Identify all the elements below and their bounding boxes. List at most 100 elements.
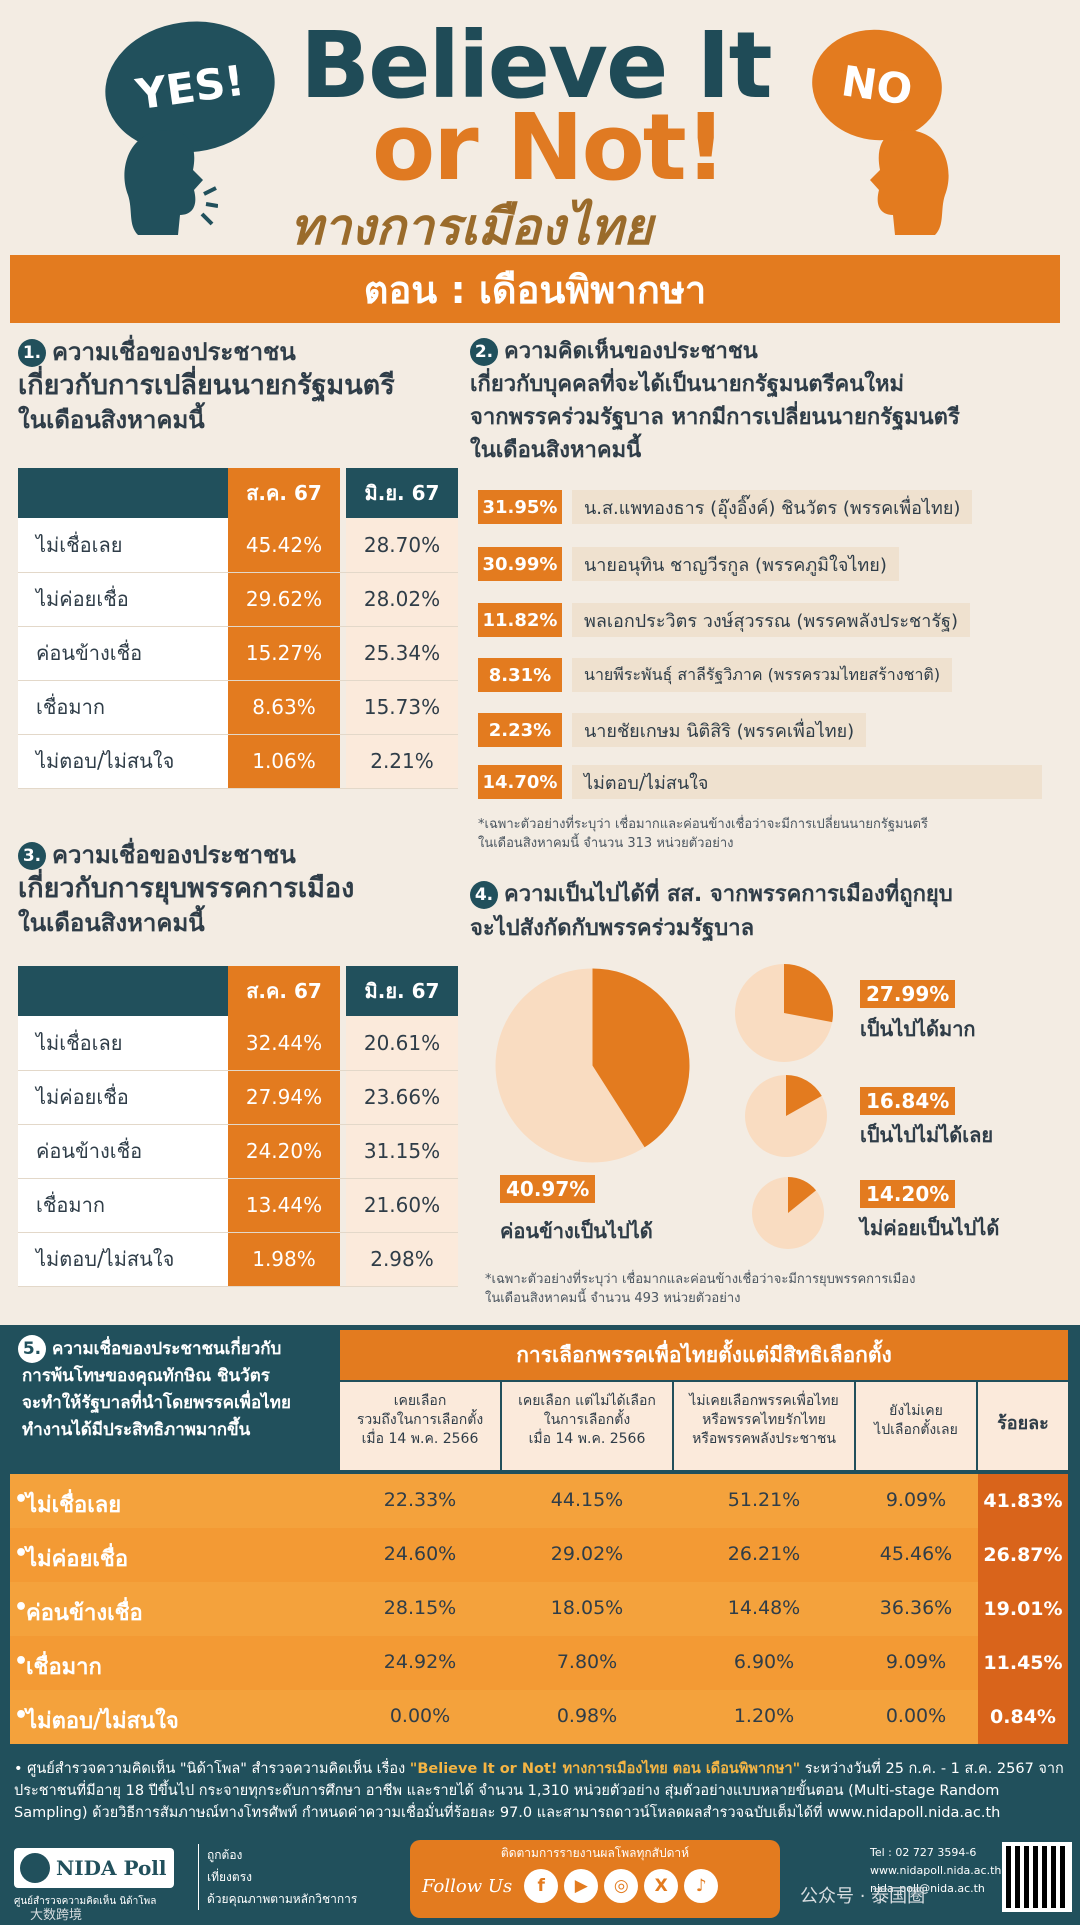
s5-title-line4: ทำงานได้มีประสิทธิภาพมากขึ้น: [22, 1420, 251, 1440]
cell-value: 9.09%: [885, 1489, 947, 1511]
cell-value: 6.90%: [733, 1651, 795, 1673]
row-label: ค่อนข้างเชื่อ: [26, 1601, 143, 1626]
pie-slice-main: [592, 968, 690, 1148]
tag-line: เที่ยงตรง: [207, 1870, 252, 1884]
cell-value: 24.92%: [383, 1651, 457, 1673]
nida-logo: NIDA Poll: [14, 1848, 174, 1888]
cell-value: 7.80%: [556, 1651, 618, 1673]
episode-banner: ตอน : เดือนพิพากษา: [10, 255, 1060, 323]
cell-value: 51.21%: [727, 1489, 801, 1511]
candidate-item: 14.70% ไม่ตอบ/ไม่สนใจ: [478, 765, 1042, 799]
col-text: ยังไม่เคย: [889, 1403, 943, 1419]
pie-slice-small: [788, 1177, 817, 1213]
row-label: ไม่ค่อยเชื่อ: [18, 1070, 228, 1125]
cell-value: 22.33%: [383, 1489, 457, 1511]
s4-title: 4. ความเป็นไปได้ที่ สส. จากพรรคการเมืองที…: [470, 878, 953, 946]
s2-title-line2: เกี่ยวกับบุคคลที่จะได้เป็นนายกรัฐมนตรีคน…: [470, 372, 905, 397]
s5-title-line1: ความเชื่อของประชาชนเกี่ยวกับ: [52, 1339, 282, 1359]
s3-col-aug: ส.ค. 67: [228, 966, 340, 1016]
s5-number: 5.: [18, 1335, 46, 1363]
candidate-name: พลเอกประวิตร วงษ์สุวรรณ (พรรคพลังประชารั…: [572, 603, 970, 637]
row-pct: 26.87%: [978, 1528, 1068, 1582]
follow-caption: ติดตามการรายงานผลโพลทุกสัปดาห์: [500, 1846, 690, 1860]
candidate-name: นายชัยเกษม นิติสิริ (พรรคเพื่อไทย): [572, 713, 867, 747]
s4-item-pct: 27.99%: [860, 980, 956, 1008]
table-row: ค่อนข้างเชื่อ 24.20% 31.15%: [18, 1124, 458, 1179]
cell-value: 18.05%: [550, 1597, 624, 1619]
jun-value: 20.61%: [346, 1016, 458, 1071]
aug-value: 8.63%: [228, 680, 340, 735]
tag-line: ถูกต้อง: [207, 1848, 243, 1862]
aug-value: 27.94%: [228, 1070, 340, 1125]
nida-seal-icon: [20, 1853, 50, 1883]
jun-value: 21.60%: [346, 1178, 458, 1233]
candidate-pct: 31.95%: [478, 490, 562, 524]
s5-col-4: ยังไม่เคยไปเลือกตั้งเลย: [856, 1382, 976, 1470]
cell-value: 36.36%: [879, 1597, 953, 1619]
s3-table: ส.ค. 67 มิ.ย. 67 ไม่เชื่อเลย 32.44% 20.61% …: [18, 966, 458, 1287]
table-row: [10, 1582, 1068, 1636]
table-row: เชื่อมาก 8.63% 15.73%: [18, 680, 458, 735]
subtitle: ทางการเมืองไทย: [290, 198, 653, 256]
s1-title-line2: เกี่ยวกับการเปลี่ยนนายกรัฐมนตรี: [18, 370, 395, 401]
tiktok-icon[interactable]: ♪: [684, 1869, 719, 1903]
jun-value: 28.02%: [346, 572, 458, 627]
s5-title-line3: จะทำให้รัฐบาลที่นำโดยพรรคเพื่อไทย: [22, 1393, 291, 1413]
bullet-icon: •: [14, 1703, 29, 1728]
s2-note: *เฉพาะตัวอย่างที่ระบุว่า เชื่อมากและค่อน…: [478, 815, 928, 853]
s1-title-line3: ในเดือนสิงหาคมนี้: [18, 406, 205, 434]
s4-item-label: เป็นไปไม่ได้เลย: [860, 1123, 994, 1147]
note-rest: ระหว่างวันที่ 25 ก.ค. - 1 ส.ค. 2567 จากป…: [14, 1761, 1064, 1821]
cell-value: 9.09%: [885, 1651, 947, 1673]
col-text: ไม่เคยเลือกพรรคเพื่อไทย: [689, 1393, 839, 1409]
aug-value: 13.44%: [228, 1178, 340, 1233]
shouting-face-left-icon: [124, 130, 218, 235]
contact-email[interactable]: nida_poll@nida.ac.th: [870, 1882, 985, 1895]
table-row: ไม่ตอบ/ไม่สนใจ 1.06% 2.21%: [18, 734, 458, 789]
table-row: [10, 1528, 1068, 1582]
shouting-face-right-icon: [870, 130, 949, 235]
candidate-pct: 11.82%: [478, 603, 562, 637]
no-text: NO: [838, 55, 916, 115]
yes-text: YES!: [132, 55, 248, 119]
instagram-icon[interactable]: ◎: [604, 1869, 639, 1903]
s4-item-pct: 14.20%: [860, 1180, 956, 1208]
s4-pie-small-1: [735, 964, 834, 1062]
col-text: ในการเลือกตั้ง: [543, 1412, 631, 1428]
s4-note: *เฉพาะตัวอย่างที่ระบุว่า เชื่อมากและค่อน…: [485, 1270, 915, 1308]
note-title: "Believe It or Not! ทางการเมืองไทย ตอน เ…: [409, 1761, 801, 1777]
facebook-icon[interactable]: f: [524, 1869, 559, 1903]
follow-us: Follow Us: [422, 1875, 513, 1897]
jun-value: 15.73%: [346, 680, 458, 735]
col-text: หรือพรรคไทยรักไทย: [702, 1412, 826, 1428]
youtube-icon[interactable]: ▶: [564, 1869, 599, 1903]
s1-number: 1.: [18, 339, 46, 367]
s4-item-label: เป็นไปได้มาก: [860, 1017, 976, 1041]
table-row: ไม่เชื่อเลย 45.42% 28.70%: [18, 518, 458, 573]
s4-main-pct: 40.97%: [500, 1175, 596, 1203]
s2-number: 2.: [470, 338, 498, 366]
x-icon[interactable]: X: [644, 1869, 679, 1903]
s5-col-2: เคยเลือก แต่ไม่ได้เลือก ในการเลือกตั้ง เมื…: [502, 1382, 672, 1470]
cell-value: 44.15%: [550, 1489, 624, 1511]
s1-title: 1. ความเชื่อของประชาชน เกี่ยวกับการเปลี่ย…: [18, 335, 395, 437]
contact-web[interactable]: www.nidapoll.nida.ac.th: [870, 1864, 1002, 1877]
logo-sub: ศูนย์สำรวจความคิดเห็น นิด้าโพล: [14, 1896, 157, 1907]
title-line2: or Not!: [372, 94, 727, 201]
row-label: ค่อนข้างเชื่อ: [18, 626, 228, 681]
row-pct: 11.45%: [978, 1636, 1068, 1690]
jun-value: 2.21%: [346, 734, 458, 789]
follow-box: ติดตามการรายงานผลโพลทุกสัปดาห์ Follow Us…: [410, 1840, 780, 1918]
contact-tel: Tel : 02 727 3594-6: [870, 1846, 977, 1859]
col-text: ไปเลือกตั้งเลย: [874, 1422, 958, 1438]
bullet-icon: •: [14, 1649, 29, 1674]
candidate-item: 30.99% นายอนุทิน ชาญวีรกูล (พรรคภูมิใจไทย…: [478, 547, 899, 581]
s4-pie-small-2: [745, 1075, 827, 1157]
table-row: ไม่ตอบ/ไม่สนใจ 1.98% 2.98%: [18, 1232, 458, 1287]
aug-value: 15.27%: [228, 626, 340, 681]
col-text: รวมถึงในการเลือกตั้ง: [356, 1412, 484, 1428]
cell-value: 0.00%: [389, 1705, 451, 1727]
bullet-icon: •: [14, 1487, 29, 1512]
aug-value: 1.98%: [228, 1232, 340, 1287]
candidate-pct: 30.99%: [478, 547, 562, 581]
